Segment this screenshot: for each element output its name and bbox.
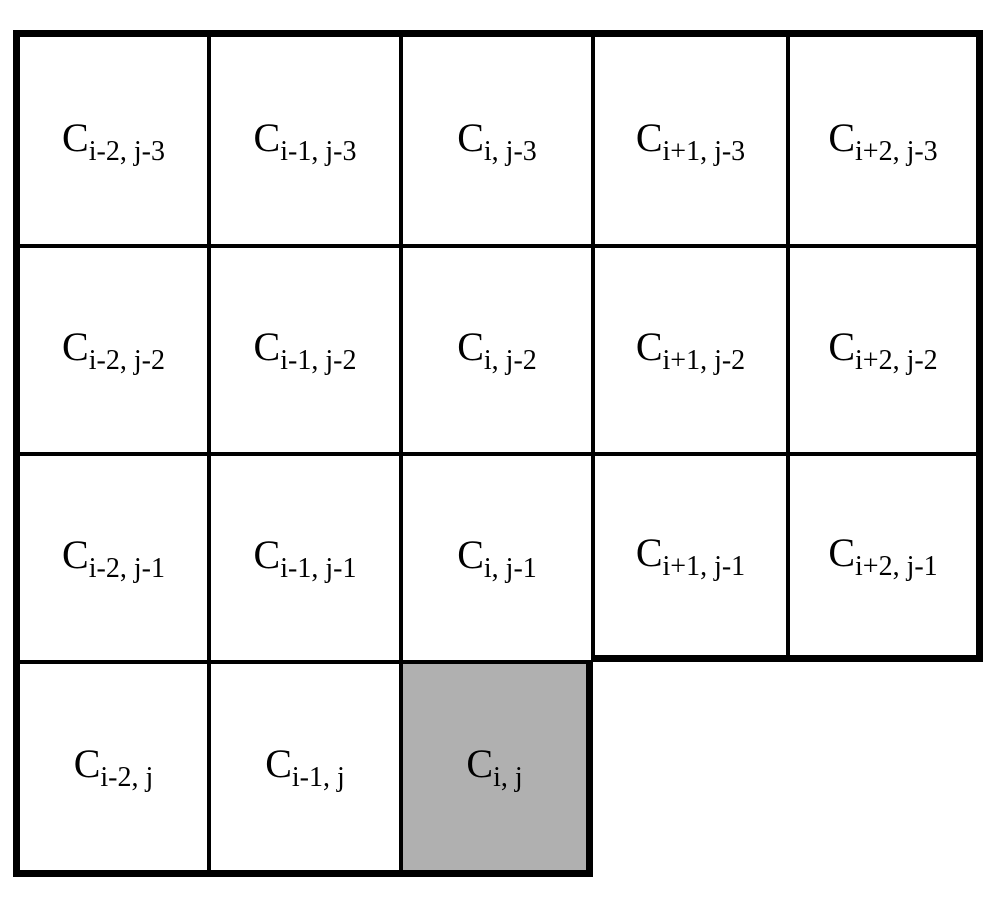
cell-label: Ci, j-1 xyxy=(457,531,537,585)
cell-base-symbol: C xyxy=(828,530,855,575)
cell-base-symbol: C xyxy=(254,324,281,369)
cell-label: Ci-1, j-1 xyxy=(254,531,357,585)
cell-base-symbol: C xyxy=(828,115,855,160)
cell-subscript: i-1, j-1 xyxy=(280,553,356,584)
cell-r0-c2: Ci, j-3 xyxy=(401,30,593,246)
cell-r2-c3: Ci+1, j-1 xyxy=(593,454,788,662)
cell-base-symbol: C xyxy=(62,115,89,160)
cell-base-symbol: C xyxy=(265,741,292,786)
cell-subscript: i, j-1 xyxy=(484,553,537,584)
cell-r3-c2: Ci, j xyxy=(401,662,593,877)
cell-label: Ci+1, j-1 xyxy=(636,529,745,583)
cell-r2-c4: Ci+2, j-1 xyxy=(788,454,983,662)
cell-subscript: i-1, j-2 xyxy=(280,345,356,376)
cell-label: Ci-1, j-3 xyxy=(254,114,357,168)
cell-r2-c1: Ci-1, j-1 xyxy=(209,454,401,662)
cell-r1-c2: Ci, j-2 xyxy=(401,246,593,454)
cell-label: Ci+2, j-3 xyxy=(828,114,937,168)
cell-r2-c2: Ci, j-1 xyxy=(401,454,593,662)
cell-label: Ci-2, j xyxy=(74,740,154,794)
cell-r1-c4: Ci+2, j-2 xyxy=(788,246,983,454)
cell-subscript: i+2, j-2 xyxy=(855,345,938,376)
cell-base-symbol: C xyxy=(254,532,281,577)
cell-base-symbol: C xyxy=(466,741,493,786)
cell-label: Ci+1, j-3 xyxy=(636,114,745,168)
cell-subscript: i-2, j xyxy=(100,762,153,793)
cell-base-symbol: C xyxy=(74,741,101,786)
cell-base-symbol: C xyxy=(457,532,484,577)
cell-base-symbol: C xyxy=(828,324,855,369)
cell-label: Ci+2, j-2 xyxy=(828,323,937,377)
cell-r2-c0: Ci-2, j-1 xyxy=(13,454,209,662)
cell-subscript: i, j-2 xyxy=(484,345,537,376)
cell-label: Ci+2, j-1 xyxy=(828,529,937,583)
cell-subscript: i-1, j xyxy=(292,762,345,793)
cell-label: Ci-2, j-2 xyxy=(62,323,165,377)
cell-r0-c3: Ci+1, j-3 xyxy=(593,30,788,246)
cell-label: Ci-1, j-2 xyxy=(254,323,357,377)
cell-subscript: i, j-3 xyxy=(484,136,537,167)
cell-label: Ci, j xyxy=(466,740,522,794)
cell-subscript: i+1, j-1 xyxy=(663,551,746,582)
cell-subscript: i+2, j-1 xyxy=(855,551,938,582)
cell-r0-c1: Ci-1, j-3 xyxy=(209,30,401,246)
cell-r1-c0: Ci-2, j-2 xyxy=(13,246,209,454)
cell-r0-c0: Ci-2, j-3 xyxy=(13,30,209,246)
prediction-context-grid: Ci-2, j-3Ci-1, j-3Ci, j-3Ci+1, j-3Ci+2, … xyxy=(13,30,983,877)
cell-base-symbol: C xyxy=(636,115,663,160)
cell-label: Ci-1, j xyxy=(265,740,345,794)
cell-subscript: i+1, j-2 xyxy=(663,345,746,376)
cell-label: Ci+1, j-2 xyxy=(636,323,745,377)
cell-subscript: i-2, j-2 xyxy=(89,345,165,376)
cell-r0-c4: Ci+2, j-3 xyxy=(788,30,983,246)
cell-subscript: i, j xyxy=(493,762,523,793)
cell-label: Ci, j-3 xyxy=(457,114,537,168)
cell-base-symbol: C xyxy=(457,324,484,369)
cell-subscript: i-1, j-3 xyxy=(280,136,356,167)
cell-base-symbol: C xyxy=(62,532,89,577)
cell-r1-c1: Ci-1, j-2 xyxy=(209,246,401,454)
cell-subscript: i+1, j-3 xyxy=(663,136,746,167)
cell-base-symbol: C xyxy=(636,324,663,369)
cell-label: Ci-2, j-3 xyxy=(62,114,165,168)
cell-label: Ci, j-2 xyxy=(457,323,537,377)
cell-r1-c3: Ci+1, j-2 xyxy=(593,246,788,454)
cell-label: Ci-2, j-1 xyxy=(62,531,165,585)
cell-base-symbol: C xyxy=(254,115,281,160)
cell-r3-c0: Ci-2, j xyxy=(13,662,209,877)
cell-r3-c1: Ci-1, j xyxy=(209,662,401,877)
cell-base-symbol: C xyxy=(62,324,89,369)
cell-subscript: i-2, j-3 xyxy=(89,136,165,167)
cell-subscript: i-2, j-1 xyxy=(89,553,165,584)
cell-subscript: i+2, j-3 xyxy=(855,136,938,167)
cell-base-symbol: C xyxy=(457,115,484,160)
cell-base-symbol: C xyxy=(636,530,663,575)
